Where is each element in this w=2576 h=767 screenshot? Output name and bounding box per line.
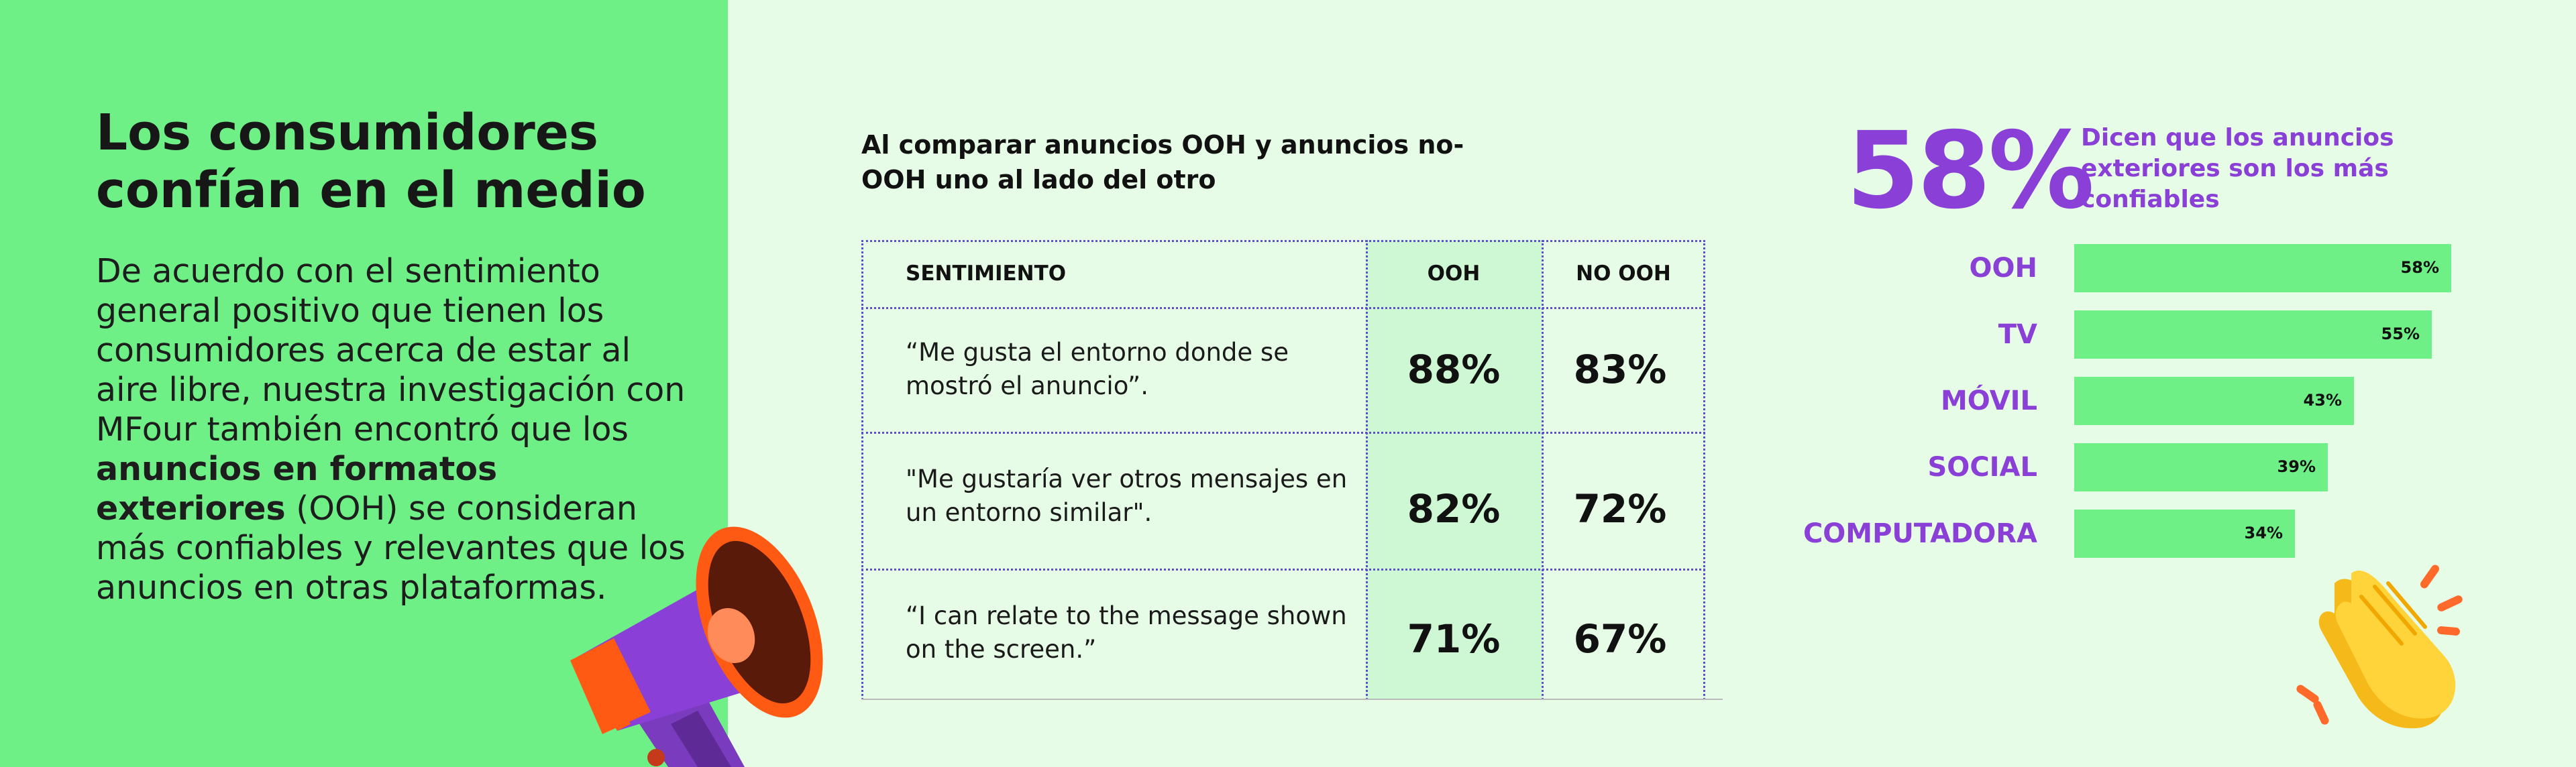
row-2-ooh-value: 82%: [1407, 486, 1501, 532]
big-stat-value: 58%: [1846, 109, 2094, 233]
bar-value-label-0: 58%: [2400, 258, 2439, 277]
body-text-part1: De acuerdo con el sentimiento general po…: [96, 252, 686, 449]
bar-1: 55%: [2074, 310, 2432, 359]
body-text-part2: (OOH) se consideran más confiables y rel…: [96, 489, 686, 607]
left-panel: Los consumidores confían en el medio De …: [0, 0, 728, 767]
headline: Los consumidores confían en el medio: [96, 104, 646, 219]
bar-4: 34%: [2074, 510, 2295, 558]
big-stat-caption: Dicen que los anuncios exteriores son lo…: [2081, 124, 2394, 213]
table-border: [861, 240, 1705, 700]
column-divider: [1366, 240, 1368, 700]
table-title: Al comparar anuncios OOH y anuncios no-O…: [861, 130, 1464, 194]
clapping-hands-icon: [2296, 565, 2463, 729]
bar-label-3: SOCIAL: [1927, 452, 2038, 483]
megaphone-icon: [570, 526, 823, 767]
header-ooh: OOH: [1427, 261, 1481, 286]
bar-0: 58%: [2074, 244, 2451, 292]
row-divider: [861, 432, 1705, 434]
sentiment-table: SENTIMIENTO OOH NO OOH “Me gusta el ento…: [861, 240, 1723, 700]
bar-label-2: MÓVIL: [1940, 386, 2037, 416]
bar-label-0: OOH: [1969, 253, 2037, 284]
bar-3: 39%: [2074, 443, 2328, 491]
row-1-sentiment: “Me gusta el entorno donde se mostró el …: [906, 338, 1289, 400]
bar-value-label-3: 39%: [2277, 457, 2316, 476]
ooh-column-highlight: [1366, 240, 1542, 700]
table-bottom-line: [861, 699, 1723, 700]
row-3-no-ooh-value: 67%: [1573, 616, 1667, 662]
bar-value-label-1: 55%: [2381, 324, 2420, 343]
row-divider: [861, 569, 1705, 571]
column-divider: [1542, 240, 1544, 700]
header-sentiment: SENTIMIENTO: [906, 261, 1067, 286]
bar-label-1: TV: [1998, 319, 2037, 350]
row-1-ooh-value: 88%: [1407, 347, 1501, 392]
row-3-ooh-value: 71%: [1407, 616, 1501, 662]
row-2-sentiment: "Me gustaría ver otros mensajes en un en…: [906, 465, 1348, 527]
bar-value-label-2: 43%: [2303, 391, 2342, 410]
bar-value-label-4: 34%: [2244, 524, 2283, 542]
body-text-bold: anuncios en formatos exteriores: [96, 450, 498, 528]
row-1-no-ooh-value: 83%: [1573, 347, 1667, 392]
bar-2: 43%: [2074, 377, 2354, 425]
row-divider: [861, 307, 1705, 309]
row-2-no-ooh-value: 72%: [1573, 486, 1667, 532]
header-no-ooh: NO OOH: [1576, 261, 1671, 286]
bar-label-4: COMPUTADORA: [1803, 518, 2037, 549]
body-text: De acuerdo con el sentimiento general po…: [96, 251, 686, 607]
row-3-sentiment: “I can relate to the message shown on th…: [906, 601, 1347, 664]
